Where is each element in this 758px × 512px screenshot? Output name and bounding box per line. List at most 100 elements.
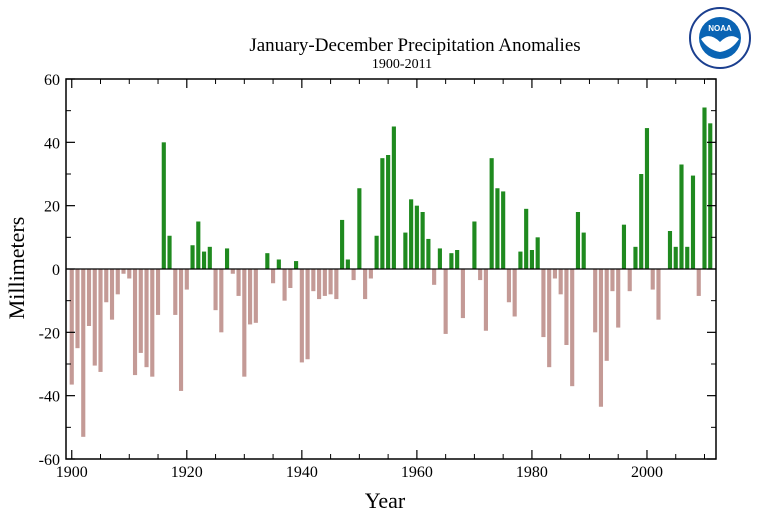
bar-1918 (173, 269, 178, 315)
bar-1975 (501, 191, 506, 269)
bar-2011 (708, 123, 713, 269)
y-tick-label-40: 40 (44, 135, 60, 152)
bar-2001 (650, 269, 655, 290)
bar-1903 (86, 269, 92, 326)
bar-1962 (426, 238, 431, 269)
bar-2005 (673, 246, 678, 269)
bar-1953 (374, 235, 379, 269)
bar-1965 (443, 269, 448, 334)
bar-1935 (271, 269, 276, 284)
bar-1999 (639, 174, 644, 269)
bar-1973 (489, 158, 494, 269)
bar-1920 (184, 269, 189, 290)
bar-2006 (679, 164, 684, 269)
bar-1941 (305, 269, 310, 360)
bar-2009 (696, 269, 701, 296)
x-tick-label-1960: 1960 (401, 464, 433, 481)
bar-1932 (253, 269, 258, 323)
bar-2002 (656, 269, 661, 320)
bar-1981 (535, 237, 540, 269)
x-tick-label-1900: 1900 (56, 464, 88, 481)
bar-2004 (667, 231, 673, 269)
bar-1909 (121, 269, 126, 274)
bar-1904 (92, 269, 97, 366)
bar-1989 (581, 232, 586, 269)
bar-1978 (518, 251, 523, 269)
bar-2008 (690, 175, 696, 269)
bar-1988 (575, 212, 581, 269)
bar-1954 (380, 158, 385, 269)
bar-1906 (104, 269, 109, 303)
bar-1902 (81, 269, 86, 437)
bar-1985 (558, 269, 563, 295)
bar-2000 (644, 128, 650, 269)
bar-1986 (564, 269, 569, 345)
bar-1944 (322, 269, 327, 296)
x-tick-label-1980: 1980 (516, 464, 548, 481)
bar-1997 (627, 269, 632, 292)
bar-1996 (621, 224, 627, 269)
bar-1907 (109, 269, 115, 320)
bar-1977 (512, 269, 517, 317)
bar-1912 (138, 269, 143, 353)
bar-1951 (363, 269, 368, 300)
bar-1915 (155, 269, 161, 315)
bar-1923 (201, 251, 207, 269)
bar-1948 (345, 259, 350, 269)
bar-1924 (207, 246, 212, 269)
bar-1914 (150, 269, 155, 377)
bar-1911 (132, 269, 138, 376)
bar-1930 (242, 269, 247, 377)
bar-1958 (403, 232, 408, 269)
bar-1931 (248, 269, 253, 325)
bar-1971 (478, 269, 483, 281)
noaa-logo: NOAA (689, 7, 751, 69)
x-tick-label-1920: 1920 (171, 464, 203, 481)
bar-1987 (570, 269, 575, 387)
seagull-icon (701, 36, 739, 52)
bar-1900 (69, 269, 74, 385)
y-axis-label: Millimeters (4, 217, 29, 320)
y-tick-label-20: 20 (44, 199, 60, 216)
bar-1952 (368, 269, 373, 279)
bar-1942 (311, 269, 316, 292)
chart-subtitle: 1900-2011 (372, 57, 432, 72)
bar-1949 (351, 269, 356, 281)
bar-1939 (294, 261, 299, 269)
bar-1983 (547, 269, 552, 368)
bar-1968 (460, 269, 465, 319)
y-tick-label--40: -40 (39, 389, 60, 406)
bar-1972 (483, 269, 488, 331)
bar-1994 (610, 269, 615, 292)
bar-1974 (495, 188, 500, 269)
bar-2007 (685, 246, 690, 269)
bar-1913 (144, 269, 149, 368)
bar-1960 (414, 205, 419, 269)
bar-1961 (420, 212, 425, 269)
bar-1910 (127, 269, 132, 279)
chart-title: January-December Precipitation Anomalies (249, 35, 580, 56)
bar-1934 (265, 253, 270, 269)
bar-1979 (524, 208, 529, 269)
bar-1927 (224, 248, 230, 269)
bar-1976 (506, 269, 511, 303)
bar-1905 (98, 269, 103, 372)
y-tick-label--60: -60 (39, 452, 60, 469)
bar-1993 (604, 269, 609, 361)
bar-1929 (236, 269, 241, 296)
bar-1928 (230, 269, 235, 274)
bar-1967 (455, 250, 460, 269)
bar-1926 (219, 269, 224, 333)
bar-1947 (340, 219, 345, 269)
bar-1922 (196, 221, 201, 269)
bar-2010 (702, 107, 707, 269)
bar-1959 (409, 199, 414, 269)
bar-1963 (432, 269, 437, 285)
bar-1982 (541, 269, 546, 338)
bar-1943 (317, 269, 322, 300)
y-tick-label-0: 0 (52, 262, 60, 279)
y-tick-label-60: 60 (44, 72, 60, 89)
x-tick-label-2000: 2000 (631, 464, 663, 481)
bar-1945 (328, 269, 333, 295)
bar-1966 (449, 253, 454, 269)
